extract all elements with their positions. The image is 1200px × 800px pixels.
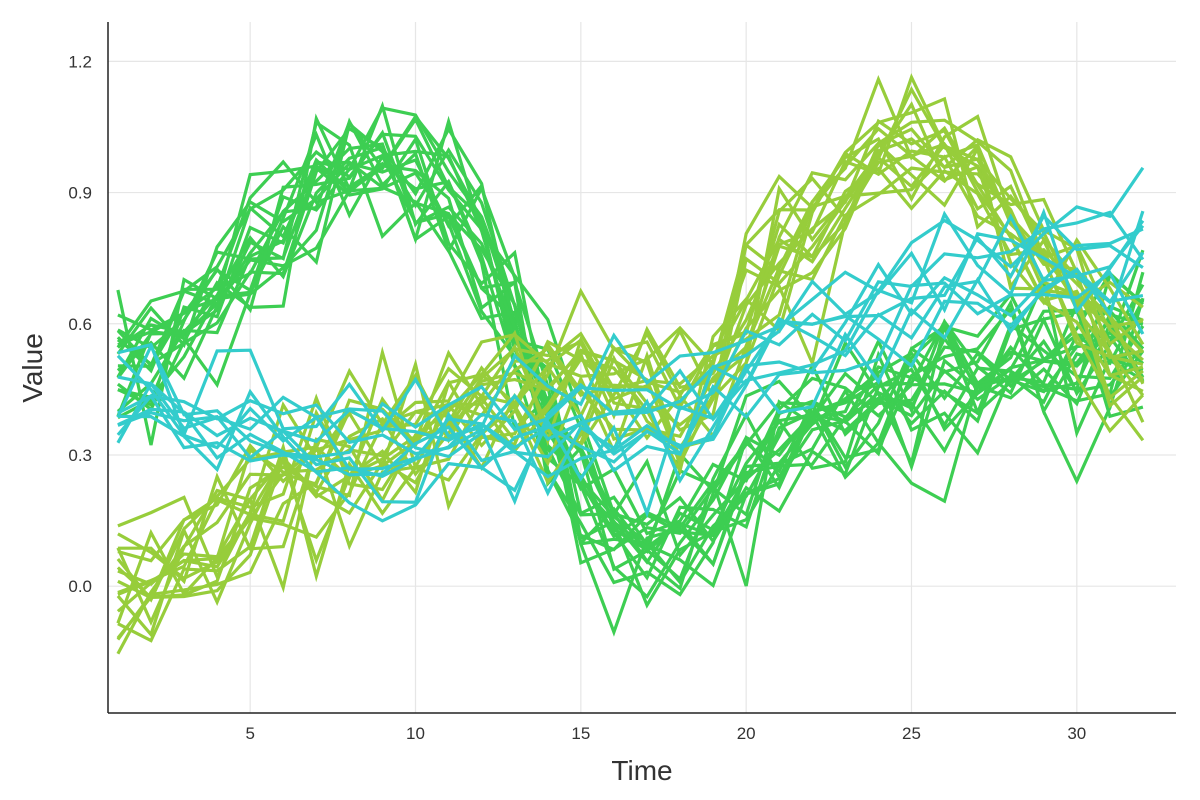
x-tick-label-1: 10 — [406, 724, 425, 743]
axes — [107, 22, 1176, 714]
y-tick-labels: 0.0 0.3 0.6 0.9 1.2 — [68, 52, 92, 596]
series-line-g1-6 — [116, 142, 1145, 603]
series-line-g2-5 — [117, 268, 1144, 523]
series-line-g0-12 — [117, 163, 1144, 585]
y-tick-label-2: 0.6 — [68, 315, 92, 334]
series-line-g2-9 — [116, 210, 1145, 497]
series-line-g2-8 — [117, 166, 1145, 440]
x-tick-label-0: 5 — [245, 724, 254, 743]
series-line-g0-16 — [116, 132, 1144, 536]
series-line-g0-13 — [116, 119, 1144, 559]
y-tick-label-1: 0.3 — [68, 446, 92, 465]
x-tick-label-3: 20 — [737, 724, 756, 743]
y-tick-label-0: 0.0 — [68, 577, 92, 596]
x-axis-title: Time — [611, 755, 672, 786]
series-lines — [116, 73, 1145, 655]
series-line-g0-19 — [116, 117, 1144, 546]
x-tick-labels: 5 10 15 20 25 30 — [245, 724, 1086, 743]
series-line-g2-3 — [116, 231, 1145, 506]
series-line-g0-11 — [116, 101, 1144, 637]
series-line-g0-8 — [116, 106, 1145, 572]
series-line-g0-6 — [117, 113, 1145, 552]
series-line-g1-8 — [116, 141, 1144, 626]
y-axis-title: Value — [17, 333, 48, 403]
series-line-g1-17 — [117, 73, 1145, 595]
x-tick-label-5: 30 — [1067, 724, 1086, 743]
x-tick-label-4: 25 — [902, 724, 921, 743]
series-line-g2-1 — [117, 270, 1145, 504]
y-tick-label-top: 1.2 — [68, 52, 92, 71]
y-tick-label-3: 0.9 — [68, 184, 92, 203]
x-tick-label-2: 15 — [571, 724, 590, 743]
series-line-g0-14 — [116, 160, 1145, 597]
series-line-g1-14 — [116, 126, 1144, 655]
